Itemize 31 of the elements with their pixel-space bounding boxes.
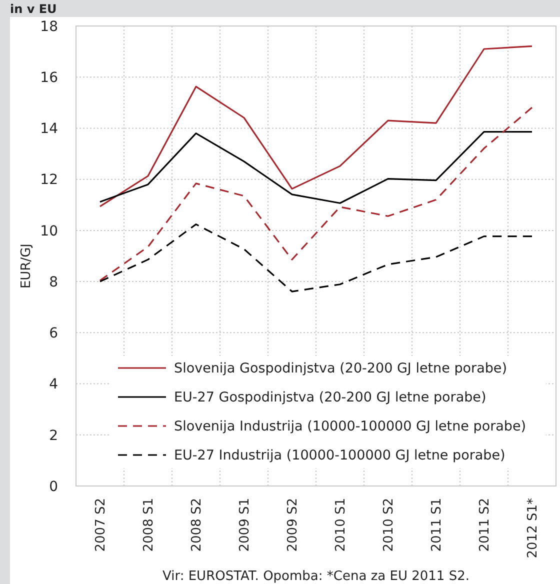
y-axis-title: EUR/GJ xyxy=(19,243,34,289)
legend-label: Slovenija Gospodinjstva (20-200 GJ letne porabe) xyxy=(174,360,507,377)
y-tick-label: 4 xyxy=(49,376,58,393)
line-series xyxy=(99,45,533,208)
x-tick-label: 2010 S1 xyxy=(334,498,349,552)
x-tick-label: 2009 S2 xyxy=(286,498,301,552)
x-tick-label: 2009 S1 xyxy=(238,498,253,552)
y-tick-label: 10 xyxy=(40,223,58,240)
y-tick-label: 14 xyxy=(40,121,58,138)
line-series xyxy=(99,131,533,204)
x-tick-label: 2007 S2 xyxy=(94,498,109,552)
legend-label: EU-27 Gospodinjstva (20-200 GJ letne porabe) xyxy=(174,390,486,406)
x-tick-label: 2008 S2 xyxy=(190,498,205,552)
y-tick-label: 12 xyxy=(40,172,58,188)
text: Vir: EUROSTAT. Opomba: *Cena za EU 2011 S2. xyxy=(162,569,470,584)
legend-label: EU-27 Industrija (10000-100000 GJ letne porabe) xyxy=(174,448,506,464)
y-tick-label: 2 xyxy=(49,428,58,444)
x-tick-label: 2011 S1 xyxy=(430,498,445,552)
line-series xyxy=(99,224,533,292)
y-tick-label: 8 xyxy=(49,274,58,290)
y-tick-label: 6 xyxy=(49,326,58,342)
x-tick-label: 2011 S2 xyxy=(478,498,493,552)
y-tick-label: 18 xyxy=(40,18,58,35)
chart-title: in v EU xyxy=(10,2,57,16)
y-tick-label: 16 xyxy=(40,70,58,86)
x-tick-label: 2010 S2 xyxy=(382,498,397,552)
y-tick-label: 0 xyxy=(49,478,58,495)
x-tick-label: 2008 S1 xyxy=(142,498,157,552)
line-series xyxy=(99,106,533,282)
legend-label: Slovenija Industrija (10000-100000 GJ letne porabe) xyxy=(174,418,526,435)
x-tick-label: 2012 S1* xyxy=(526,498,541,558)
